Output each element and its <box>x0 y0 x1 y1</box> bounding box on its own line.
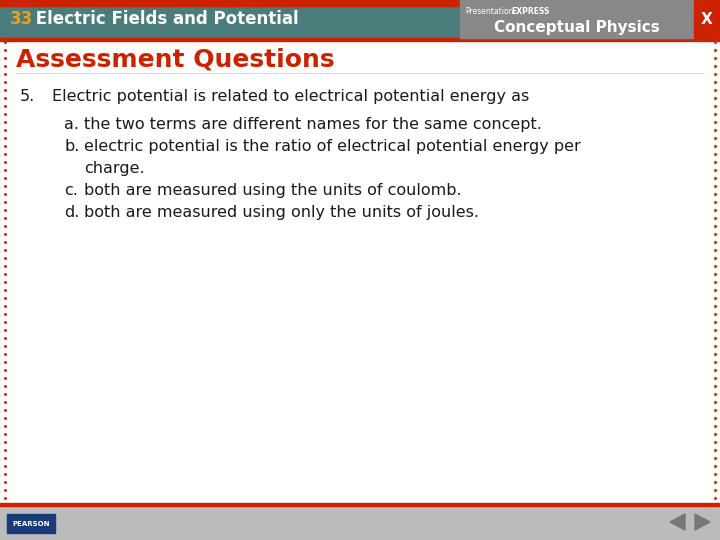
Text: a.: a. <box>64 117 79 132</box>
Text: Electric Fields and Potential: Electric Fields and Potential <box>30 10 299 28</box>
Text: electric potential is the ratio of electrical potential energy per: electric potential is the ratio of elect… <box>84 139 581 154</box>
Text: charge.: charge. <box>84 161 145 176</box>
Text: EXPRESS: EXPRESS <box>511 7 549 16</box>
Polygon shape <box>695 514 710 530</box>
Bar <box>460 0 694 38</box>
Polygon shape <box>670 514 685 530</box>
Text: Presentation: Presentation <box>465 7 513 16</box>
Bar <box>694 0 720 38</box>
Bar <box>0 506 720 540</box>
Text: 5.: 5. <box>20 89 35 104</box>
Text: Assessment Questions: Assessment Questions <box>16 47 335 71</box>
Text: b.: b. <box>64 139 79 154</box>
Bar <box>0 503 720 506</box>
Text: both are measured using the units of coulomb.: both are measured using the units of cou… <box>84 183 462 198</box>
Text: both are measured using only the units of joules.: both are measured using only the units o… <box>84 205 479 220</box>
Text: the two terms are different names for the same concept.: the two terms are different names for th… <box>84 117 542 132</box>
Bar <box>0 0 720 38</box>
Text: c.: c. <box>64 183 78 198</box>
Bar <box>0 38 720 41</box>
Bar <box>7 514 55 533</box>
Text: Conceptual Physics: Conceptual Physics <box>494 20 660 35</box>
Text: X: X <box>701 11 713 26</box>
Text: d.: d. <box>64 205 79 220</box>
Text: 33: 33 <box>10 10 33 28</box>
Bar <box>0 0 720 6</box>
Text: PEARSON: PEARSON <box>12 521 50 527</box>
Text: Electric potential is related to electrical potential energy as: Electric potential is related to electri… <box>52 89 529 104</box>
